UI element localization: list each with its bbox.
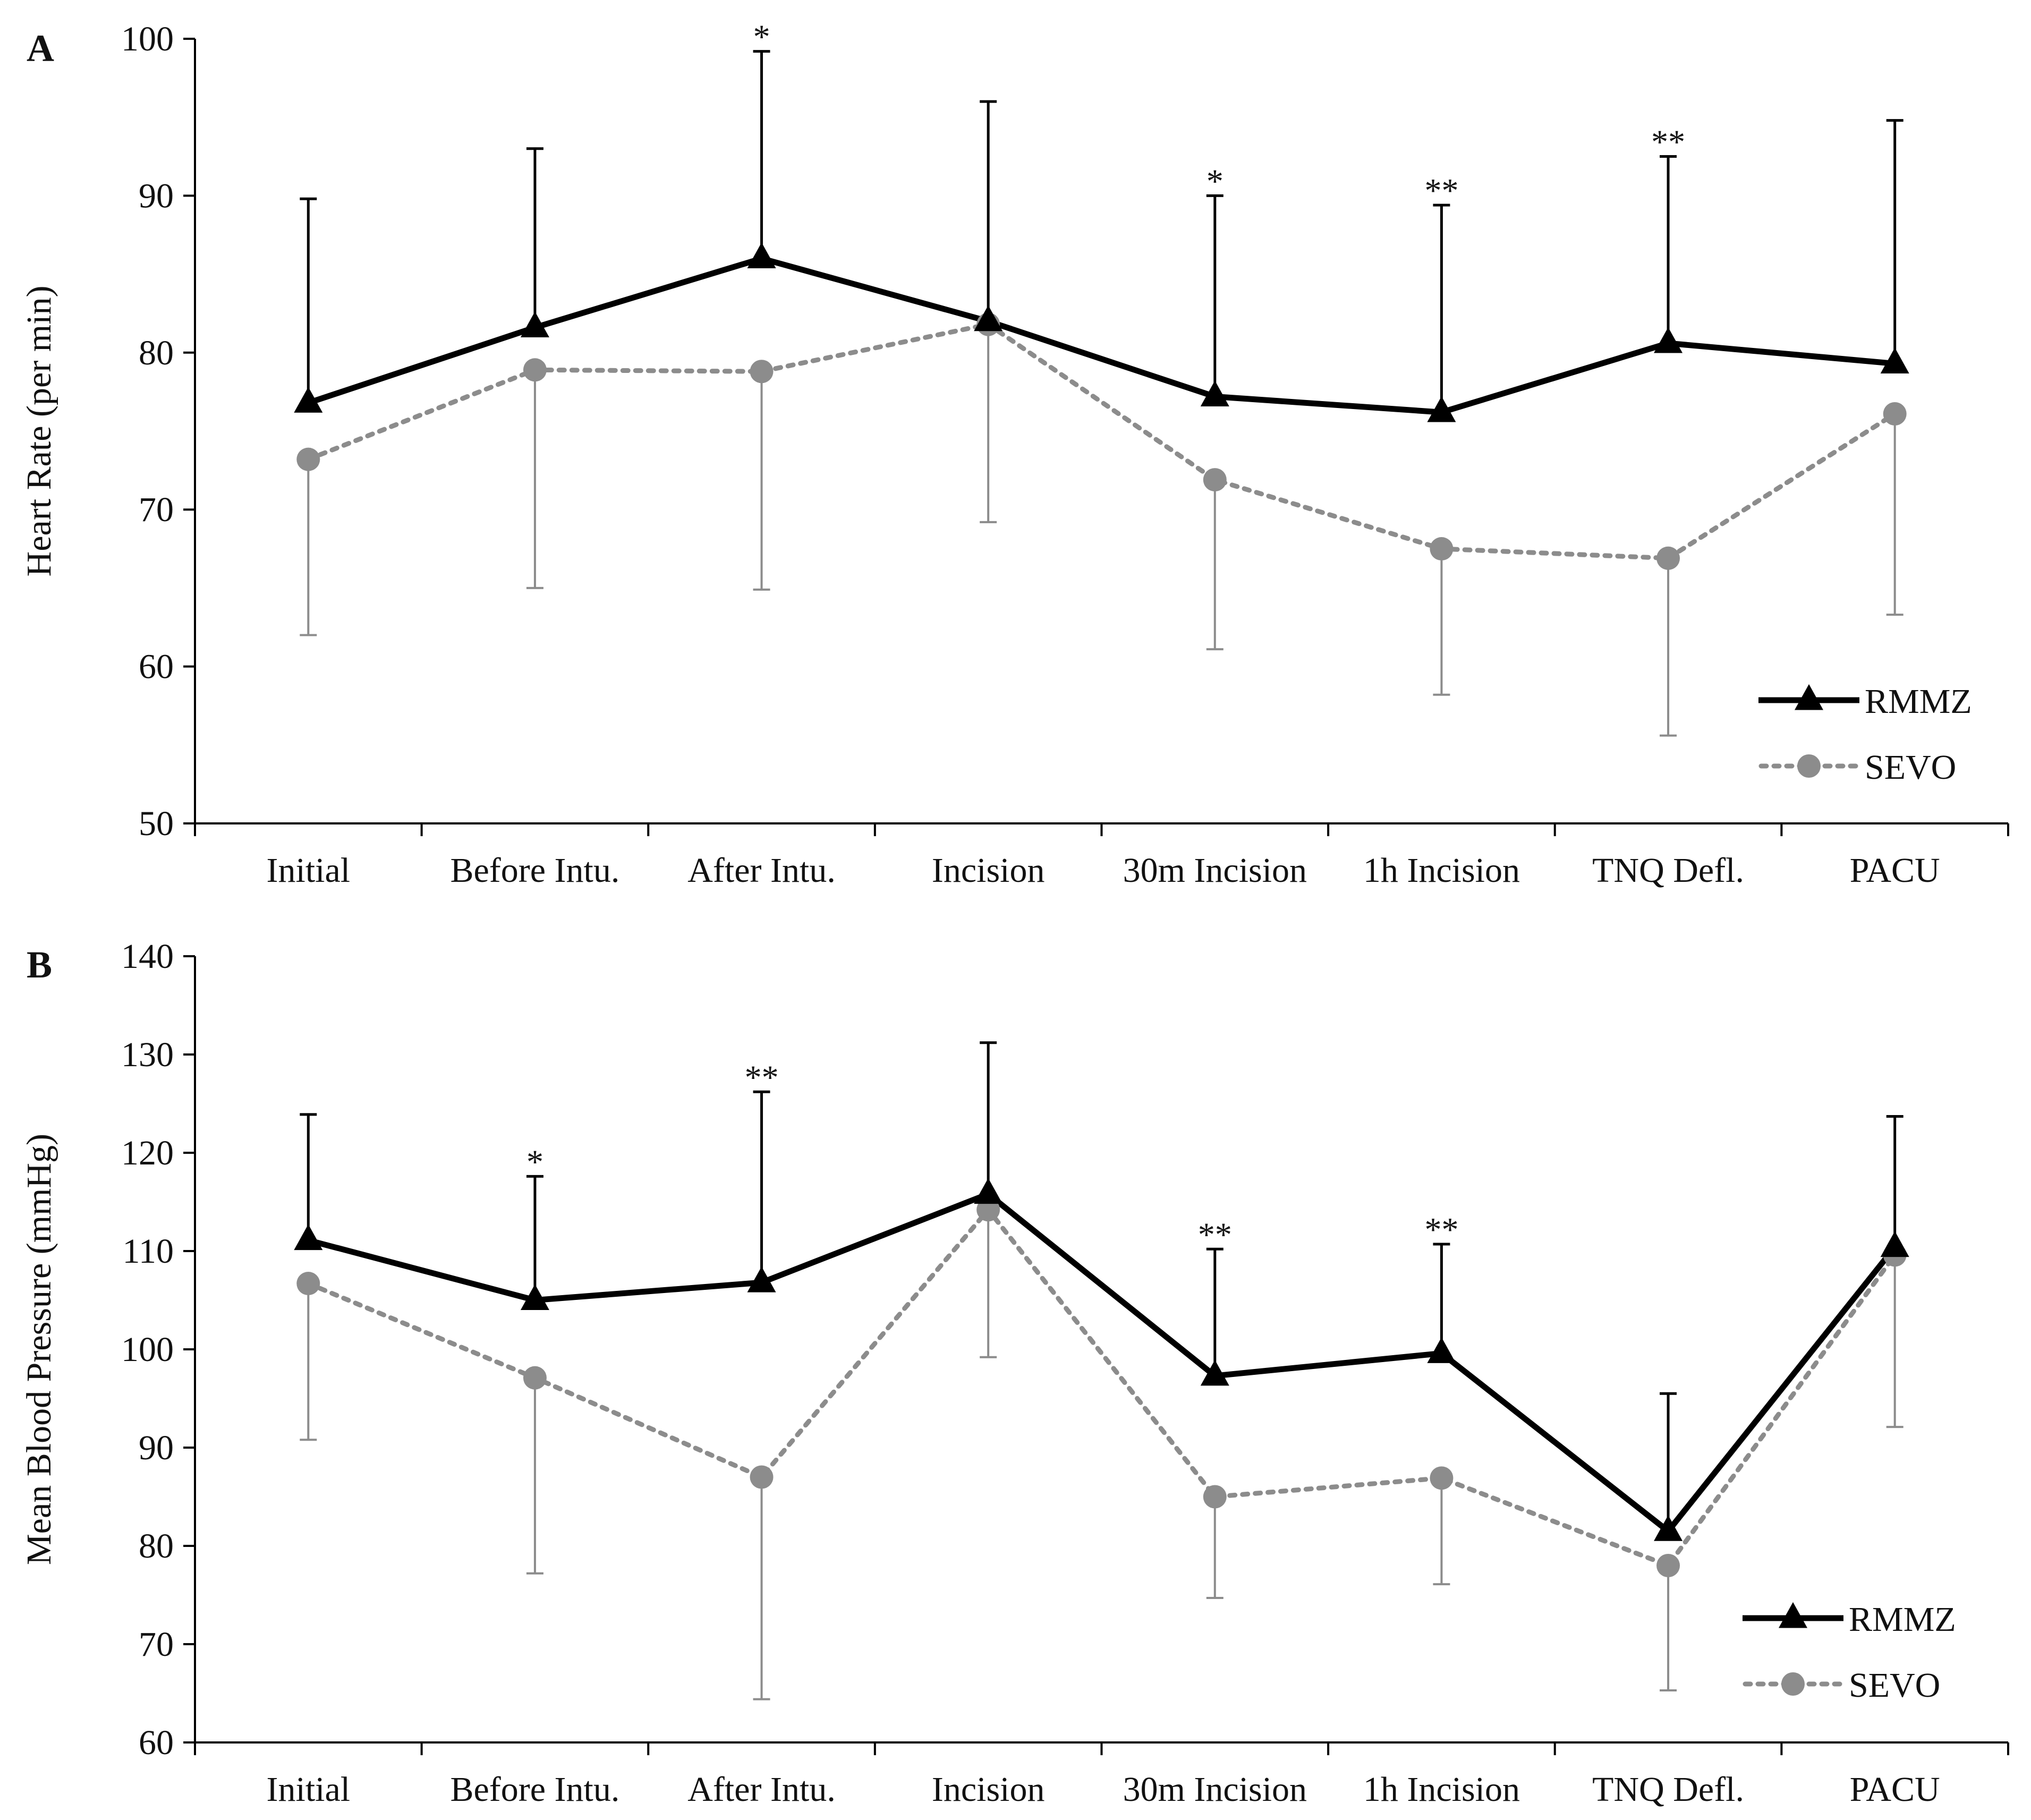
panel-a: A 50 60 70 80 90 100 Initial Before Intu. After I… xyxy=(20,18,2009,890)
sevo-point xyxy=(1203,468,1227,492)
rmmz-point xyxy=(747,242,776,269)
y-tick-label: 80 xyxy=(139,1527,174,1566)
rmmz-point xyxy=(520,1284,549,1310)
sevo-series-line xyxy=(305,321,1898,561)
sevo-point xyxy=(1430,537,1454,561)
y-axis-title: Heart Rate (per min) xyxy=(20,286,58,577)
x-tick-label: TNQ Defl. xyxy=(1592,1770,1744,1809)
significance-label: ** xyxy=(1651,123,1685,161)
rmmz-point xyxy=(974,305,1003,331)
y-tick-label: 130 xyxy=(121,1035,174,1074)
y-tick-label: 90 xyxy=(139,1428,174,1467)
x-tick-label: Incision xyxy=(932,851,1045,890)
x-tick-label: Before Intu. xyxy=(450,1770,619,1809)
sevo-point xyxy=(523,1366,547,1390)
rmmz-point xyxy=(520,311,549,338)
x-tick-label: Initial xyxy=(267,1770,351,1809)
sevo-series-line xyxy=(305,1206,1898,1569)
legend-rmmz-marker xyxy=(1779,1602,1807,1628)
x-tick-label: TNQ Defl. xyxy=(1592,851,1744,890)
y-tick-label: 70 xyxy=(139,490,174,529)
significance-label: ** xyxy=(1424,1211,1458,1248)
y-tick-label: 50 xyxy=(139,804,174,843)
sevo-point xyxy=(1656,1554,1680,1577)
legend-rmmz-label: RMMZ xyxy=(1849,1600,1956,1639)
y-tick-label: 80 xyxy=(139,334,174,372)
y-tick-label: 70 xyxy=(139,1625,174,1664)
sevo-point xyxy=(523,358,547,382)
x-tick-label: After Intu. xyxy=(687,851,836,890)
sevo-point xyxy=(976,1198,1000,1222)
x-tick-label: 30m Incision xyxy=(1123,1770,1307,1809)
x-tick-label: 30m Incision xyxy=(1123,851,1307,890)
rmmz-point xyxy=(1200,380,1229,406)
sevo-point xyxy=(1430,1466,1454,1490)
y-tick-label: 60 xyxy=(139,1723,174,1762)
rmmz-point xyxy=(294,387,323,413)
rmmz-point xyxy=(1427,396,1456,422)
rmmz-point xyxy=(1654,327,1683,353)
legend: RMMZ SEVO xyxy=(1758,682,1972,787)
legend-sevo-marker xyxy=(1781,1672,1805,1696)
legend-rmmz-marker xyxy=(1795,684,1823,710)
legend-sevo-marker xyxy=(1797,754,1821,778)
y-tick-label: 140 xyxy=(121,937,174,976)
rmmz-point xyxy=(747,1266,776,1292)
x-tick-label: 1h Incision xyxy=(1363,851,1520,890)
x-tick-label: Before Intu. xyxy=(450,851,619,890)
y-tick-label: 100 xyxy=(121,1330,174,1369)
sevo-point xyxy=(1656,546,1680,570)
significance-label: * xyxy=(526,1143,543,1180)
rmmz-point xyxy=(1200,1359,1229,1386)
y-tick-label: 100 xyxy=(121,20,174,58)
significance-label: * xyxy=(753,18,770,56)
x-tick-label: Initial xyxy=(267,851,351,890)
significance-label: ** xyxy=(745,1058,779,1096)
rmmz-series-line xyxy=(307,1190,1897,1535)
rmmz-point xyxy=(1880,1231,1909,1257)
legend: RMMZ SEVO xyxy=(1743,1600,1956,1705)
panel-label: B xyxy=(27,943,52,986)
y-tick-label: 90 xyxy=(139,176,174,215)
x-tick-label: After Intu. xyxy=(687,1770,836,1809)
significance-label: * xyxy=(1206,162,1223,200)
significance-label: ** xyxy=(1198,1215,1232,1253)
panel-b: B 60 70 80 90 100 110 120 130 140 Initial Before In… xyxy=(20,937,2009,1809)
sevo-point xyxy=(1883,402,1907,426)
y-tick-label: 110 xyxy=(122,1232,174,1271)
significance-label: ** xyxy=(1424,172,1458,209)
panel-label: A xyxy=(27,27,54,70)
legend-sevo-label: SEVO xyxy=(1849,1666,1940,1705)
x-tick-label: PACU xyxy=(1850,1770,1940,1809)
legend-rmmz-label: RMMZ xyxy=(1865,682,1972,721)
y-tick-label: 120 xyxy=(121,1134,174,1172)
sevo-point xyxy=(750,360,774,384)
rmmz-point xyxy=(294,1224,323,1251)
legend-sevo-label: SEVO xyxy=(1865,748,1956,787)
rmmz-point xyxy=(1880,347,1909,373)
sevo-point xyxy=(1203,1485,1227,1509)
x-tick-label: 1h Incision xyxy=(1363,1770,1520,1809)
x-tick-label: Incision xyxy=(932,1770,1045,1809)
y-tick-label: 60 xyxy=(139,648,174,686)
y-axis-title: Mean Blood Pressure (mmHg) xyxy=(20,1134,58,1565)
rmmz-series-line xyxy=(307,255,1896,415)
sevo-point xyxy=(750,1465,774,1489)
sevo-point xyxy=(296,1272,320,1296)
rmmz-point xyxy=(1654,1515,1683,1541)
rmmz-point xyxy=(974,1178,1003,1204)
rmmz-point xyxy=(1427,1337,1456,1363)
x-tick-label: PACU xyxy=(1850,851,1940,890)
sevo-point xyxy=(296,447,320,471)
